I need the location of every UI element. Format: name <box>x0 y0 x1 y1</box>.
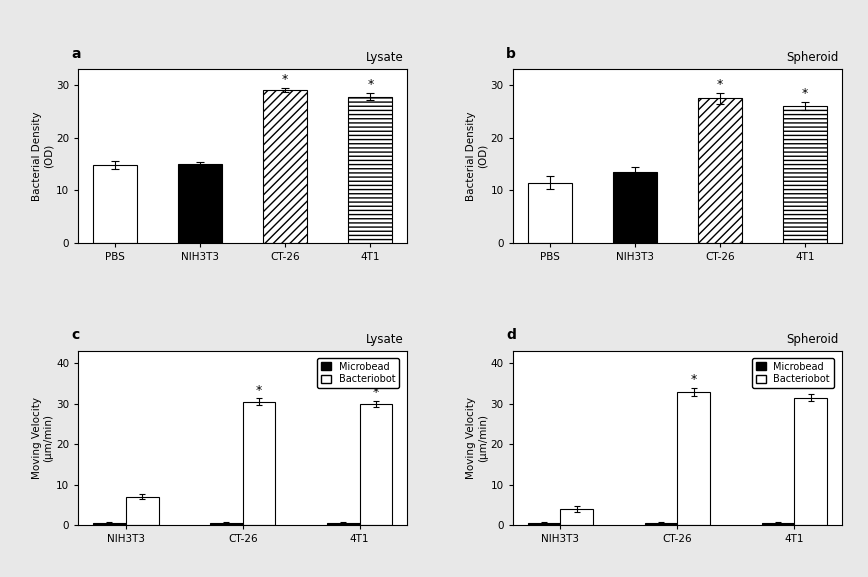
Text: *: * <box>282 73 288 86</box>
Bar <box>698 98 742 243</box>
Text: Lysate: Lysate <box>366 333 404 346</box>
Text: *: * <box>256 384 262 397</box>
Bar <box>613 172 657 243</box>
Bar <box>677 392 710 525</box>
Bar <box>348 97 392 243</box>
Text: *: * <box>691 373 697 386</box>
Text: d: d <box>506 328 516 343</box>
Bar <box>243 402 275 525</box>
Bar <box>359 404 392 525</box>
Bar <box>263 91 307 243</box>
Y-axis label: Bacterial Density
(OD): Bacterial Density (OD) <box>466 111 488 201</box>
Bar <box>561 509 593 525</box>
Text: Lysate: Lysate <box>366 51 404 64</box>
Bar <box>645 523 677 525</box>
Text: b: b <box>506 47 516 61</box>
Text: a: a <box>71 47 81 61</box>
Bar <box>93 523 126 525</box>
Text: c: c <box>71 328 80 343</box>
Legend: Microbead, Bacteriobot: Microbead, Bacteriobot <box>752 358 834 388</box>
Bar <box>794 398 827 525</box>
Text: *: * <box>717 78 723 91</box>
Text: Spheroid: Spheroid <box>786 51 838 64</box>
Bar <box>761 523 794 525</box>
Y-axis label: Moving Velocity
(μm/min): Moving Velocity (μm/min) <box>466 397 488 479</box>
Y-axis label: Bacterial Density
(OD): Bacterial Density (OD) <box>31 111 53 201</box>
Text: *: * <box>367 78 373 91</box>
Y-axis label: Moving Velocity
(μm/min): Moving Velocity (μm/min) <box>31 397 53 479</box>
Bar <box>126 497 159 525</box>
Text: Spheroid: Spheroid <box>786 333 838 346</box>
Bar <box>93 165 137 243</box>
Bar <box>178 164 222 243</box>
Text: *: * <box>807 380 814 393</box>
Text: *: * <box>802 87 808 100</box>
Bar <box>210 523 243 525</box>
Text: *: * <box>373 386 379 399</box>
Bar <box>528 182 572 243</box>
Bar <box>528 523 561 525</box>
Bar <box>327 523 359 525</box>
Bar <box>783 106 827 243</box>
Legend: Microbead, Bacteriobot: Microbead, Bacteriobot <box>318 358 399 388</box>
